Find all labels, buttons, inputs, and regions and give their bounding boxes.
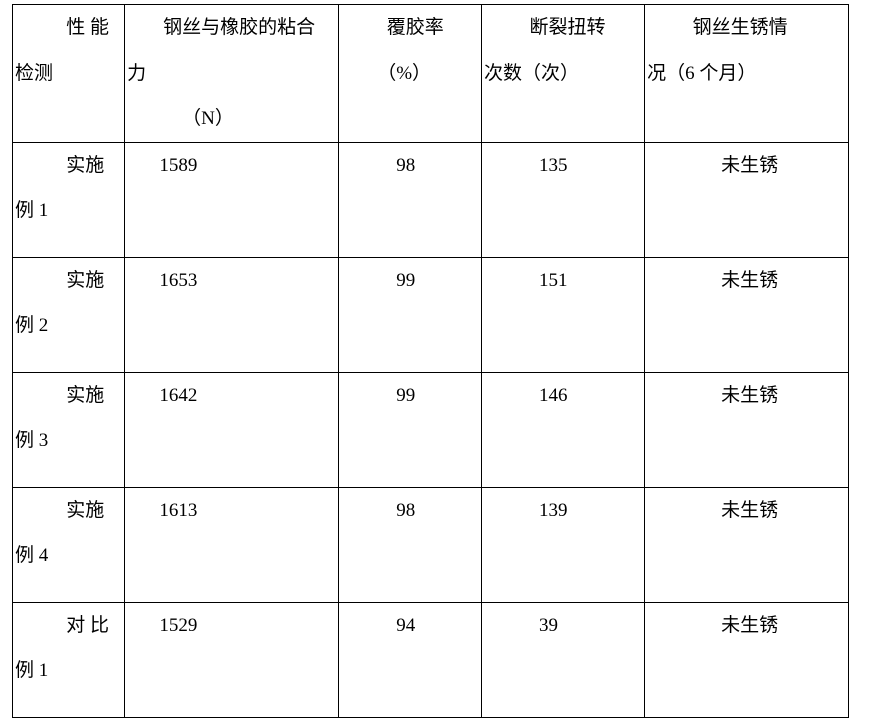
table-row: 实施 例 2 1653 99 151 未生锈 [13, 257, 849, 372]
cell-coverage: 98 [339, 142, 482, 257]
row-label: 实施 [13, 143, 124, 189]
row-label: 实施 [13, 488, 124, 534]
row-label: 例 1 [13, 648, 124, 694]
header-text: 力 [125, 51, 338, 97]
cell-value: 139 [482, 488, 644, 534]
header-text: 况（6 个月） [645, 51, 848, 97]
cell-rust: 未生锈 [645, 372, 849, 487]
cell-value: 135 [482, 143, 644, 189]
cell-coverage: 99 [339, 372, 482, 487]
cell-adhesion: 1529 [125, 602, 339, 717]
cell-value: 99 [339, 373, 481, 419]
cell-adhesion: 1642 [125, 372, 339, 487]
header-text: 钢丝与橡胶的粘合 [125, 5, 338, 51]
table-row: 实施 例 4 1613 98 139 未生锈 [13, 487, 849, 602]
header-text: 覆胶率 [339, 5, 481, 51]
header-cell-coverage: 覆胶率 （%） [339, 5, 482, 143]
header-text: 钢丝生锈情 [645, 5, 848, 51]
row-label: 对 比 [13, 603, 124, 649]
cell-rust: 未生锈 [645, 142, 849, 257]
header-text: 断裂扭转 [482, 5, 644, 51]
cell-value: 39 [482, 603, 644, 649]
row-label-cell: 实施 例 4 [13, 487, 125, 602]
cell-value: 94 [339, 603, 481, 649]
cell-twist: 139 [481, 487, 644, 602]
cell-value: 未生锈 [645, 373, 848, 419]
cell-value: 1613 [125, 488, 338, 534]
table-row: 实施 例 1 1589 98 135 未生锈 [13, 142, 849, 257]
cell-coverage: 98 [339, 487, 482, 602]
cell-value: 未生锈 [645, 603, 848, 649]
cell-twist: 135 [481, 142, 644, 257]
header-text: 性 能 [13, 5, 124, 51]
header-text: 次数（次） [482, 51, 644, 97]
cell-rust: 未生锈 [645, 487, 849, 602]
cell-coverage: 99 [339, 257, 482, 372]
row-label: 例 4 [13, 533, 124, 579]
table-header-row: 性 能 检测 钢丝与橡胶的粘合 力 （N） 覆胶率 （%） 断裂扭转 次数（次）… [13, 5, 849, 143]
page: 性 能 检测 钢丝与橡胶的粘合 力 （N） 覆胶率 （%） 断裂扭转 次数（次）… [0, 0, 869, 712]
cell-twist: 146 [481, 372, 644, 487]
cell-value: 98 [339, 143, 481, 189]
header-cell-adhesion: 钢丝与橡胶的粘合 力 （N） [125, 5, 339, 143]
row-label: 例 1 [13, 188, 124, 234]
table-row: 对 比 例 1 1529 94 39 未生锈 [13, 602, 849, 717]
cell-adhesion: 1653 [125, 257, 339, 372]
row-label: 实施 [13, 258, 124, 304]
data-table: 性 能 检测 钢丝与橡胶的粘合 力 （N） 覆胶率 （%） 断裂扭转 次数（次）… [12, 4, 849, 718]
row-label-cell: 实施 例 3 [13, 372, 125, 487]
cell-value: 99 [339, 258, 481, 304]
cell-value: 151 [482, 258, 644, 304]
cell-value: 未生锈 [645, 488, 848, 534]
cell-value: 1642 [125, 373, 338, 419]
row-label: 实施 [13, 373, 124, 419]
cell-adhesion: 1589 [125, 142, 339, 257]
row-label: 例 3 [13, 418, 124, 464]
cell-value: 146 [482, 373, 644, 419]
cell-value: 未生锈 [645, 258, 848, 304]
row-label-cell: 对 比 例 1 [13, 602, 125, 717]
cell-value: 98 [339, 488, 481, 534]
cell-twist: 151 [481, 257, 644, 372]
cell-twist: 39 [481, 602, 644, 717]
cell-value: 1589 [125, 143, 338, 189]
cell-rust: 未生锈 [645, 602, 849, 717]
table-row: 实施 例 3 1642 99 146 未生锈 [13, 372, 849, 487]
row-label-cell: 实施 例 2 [13, 257, 125, 372]
cell-adhesion: 1613 [125, 487, 339, 602]
header-text: 检测 [13, 51, 124, 97]
row-label: 例 2 [13, 303, 124, 349]
cell-rust: 未生锈 [645, 257, 849, 372]
header-cell-twist: 断裂扭转 次数（次） [481, 5, 644, 143]
cell-coverage: 94 [339, 602, 482, 717]
row-label-cell: 实施 例 1 [13, 142, 125, 257]
cell-value: 1653 [125, 258, 338, 304]
header-text: （N） [125, 96, 338, 142]
header-cell-rust: 钢丝生锈情 况（6 个月） [645, 5, 849, 143]
cell-value: 1529 [125, 603, 338, 649]
cell-value: 未生锈 [645, 143, 848, 189]
header-cell-test: 性 能 检测 [13, 5, 125, 143]
header-text: （%） [339, 51, 481, 97]
